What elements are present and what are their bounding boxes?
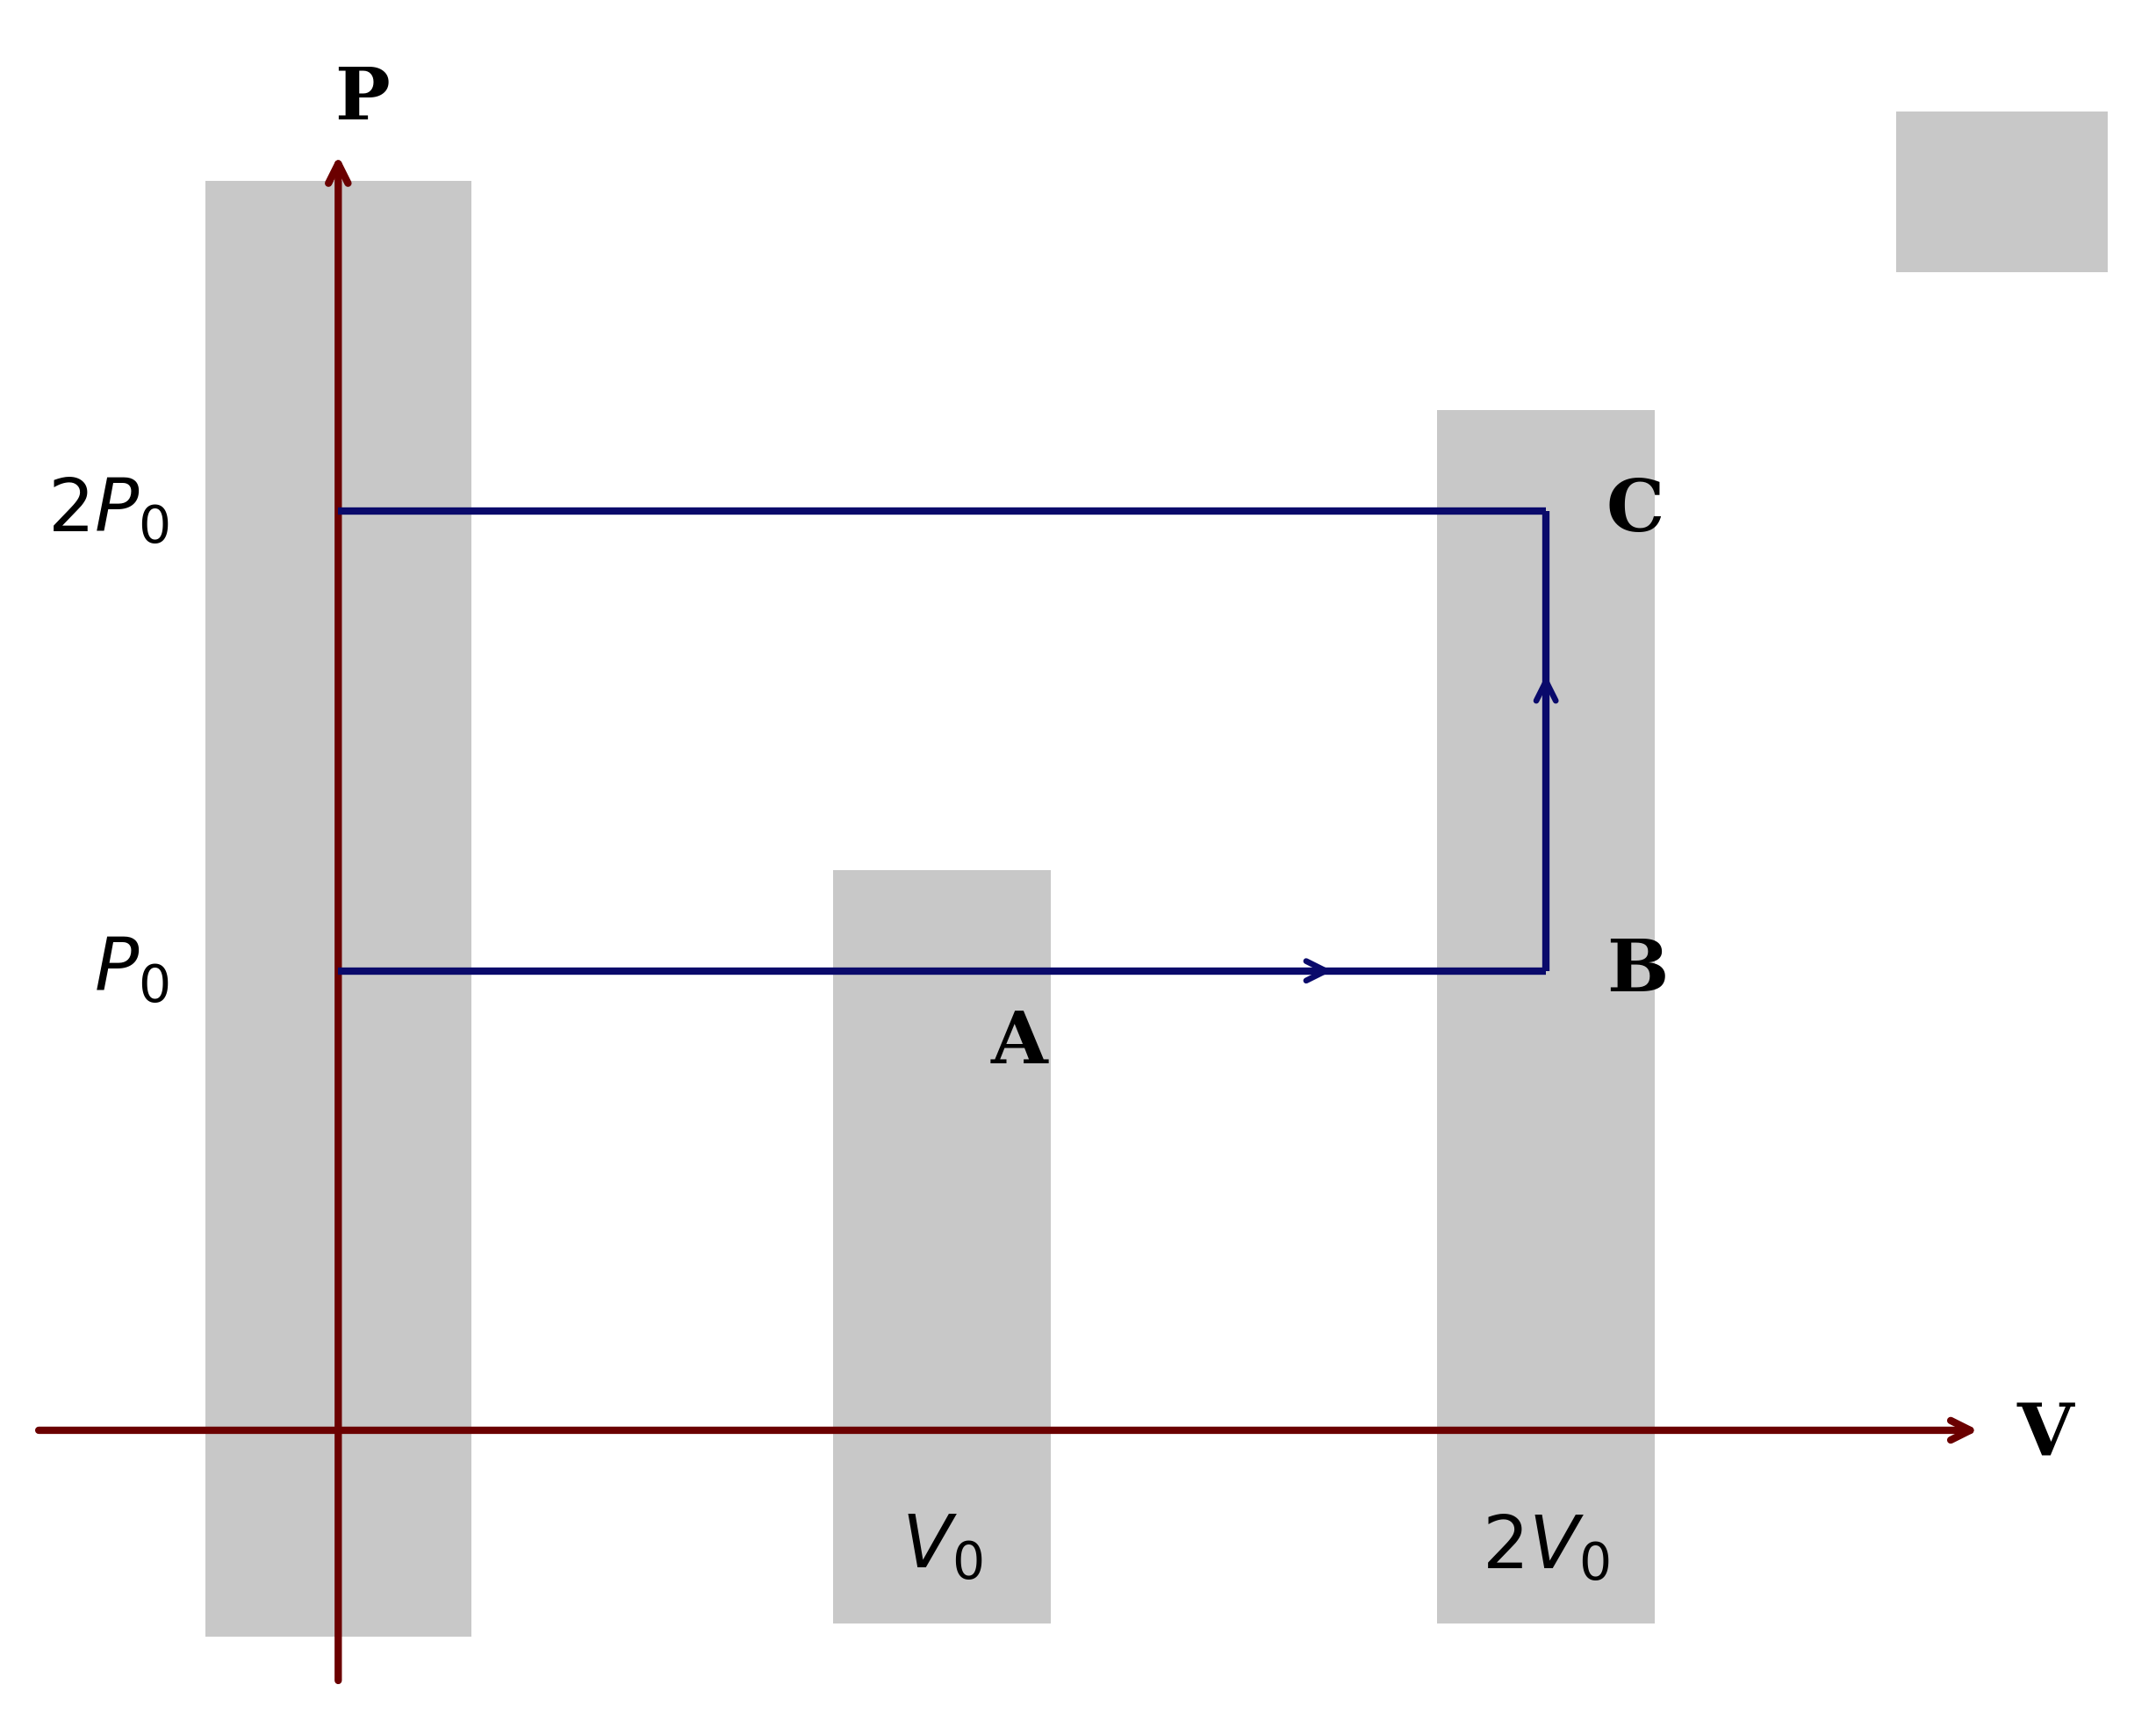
Bar bbox=[1438, 411, 1654, 1624]
Text: $2V_0$: $2V_0$ bbox=[1481, 1513, 1611, 1584]
Bar bbox=[1897, 111, 2109, 272]
Text: P: P bbox=[334, 64, 390, 135]
Text: V: V bbox=[2018, 1400, 2074, 1470]
Text: A: A bbox=[990, 1008, 1048, 1077]
Bar bbox=[205, 180, 472, 1638]
Text: $P_0$: $P_0$ bbox=[95, 935, 168, 1006]
Text: $V_0$: $V_0$ bbox=[901, 1513, 983, 1584]
Text: C: C bbox=[1606, 477, 1664, 547]
Bar bbox=[834, 869, 1050, 1624]
Text: $2P_0$: $2P_0$ bbox=[47, 475, 168, 547]
Text: B: B bbox=[1606, 935, 1669, 1006]
